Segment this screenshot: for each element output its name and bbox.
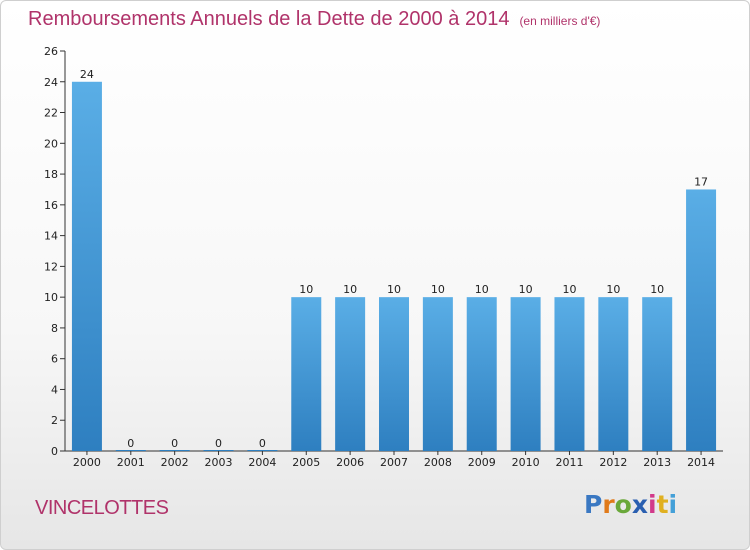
unit-note: (en milliers d'€) bbox=[519, 14, 601, 28]
bar bbox=[335, 297, 366, 451]
bar bbox=[510, 297, 541, 451]
x-tick-label: 2001 bbox=[117, 456, 145, 469]
logo-letter: i bbox=[668, 490, 678, 519]
value-label: 10 bbox=[650, 283, 664, 296]
chart-title: Remboursements Annuels de la Dette de 20… bbox=[28, 8, 600, 31]
value-label: 0 bbox=[215, 437, 222, 450]
value-label: 10 bbox=[343, 283, 357, 296]
value-label: 10 bbox=[299, 283, 313, 296]
x-tick-label: 2013 bbox=[643, 456, 671, 469]
x-tick-label: 2003 bbox=[205, 456, 233, 469]
x-tick-label: 2011 bbox=[555, 456, 583, 469]
y-tick-label: 26 bbox=[44, 45, 58, 58]
y-tick-label: 18 bbox=[44, 168, 58, 181]
x-tick-label: 2010 bbox=[512, 456, 540, 469]
x-tick-label: 2005 bbox=[292, 456, 320, 469]
value-label: 24 bbox=[80, 68, 94, 81]
x-tick-label: 2002 bbox=[161, 456, 189, 469]
y-tick-label: 6 bbox=[51, 353, 58, 366]
y-tick-label: 8 bbox=[51, 322, 58, 335]
value-label: 10 bbox=[562, 283, 576, 296]
chart-title-text: Remboursements Annuels de la Dette de 20… bbox=[28, 8, 510, 30]
logo-letter: t bbox=[656, 490, 669, 519]
bar bbox=[598, 297, 629, 451]
logo-letter: r bbox=[602, 490, 615, 519]
x-tick-label: 2007 bbox=[380, 456, 408, 469]
x-tick-label: 2008 bbox=[424, 456, 452, 469]
y-tick-label: 2 bbox=[51, 414, 58, 427]
bar bbox=[466, 297, 497, 451]
logo-letter: i bbox=[648, 490, 657, 519]
value-label: 17 bbox=[694, 175, 708, 188]
value-label: 0 bbox=[259, 437, 266, 450]
y-tick-label: 16 bbox=[44, 199, 58, 212]
bar bbox=[291, 297, 322, 451]
y-tick-label: 14 bbox=[44, 230, 58, 243]
value-label: 10 bbox=[519, 283, 533, 296]
value-label: 10 bbox=[475, 283, 489, 296]
y-tick-label: 0 bbox=[51, 445, 58, 458]
logo-letter: P bbox=[584, 490, 603, 519]
x-tick-label: 2000 bbox=[73, 456, 101, 469]
logo-letter: o bbox=[614, 490, 632, 519]
bar bbox=[686, 189, 717, 451]
bar bbox=[642, 297, 673, 451]
bar bbox=[554, 297, 585, 451]
bar bbox=[379, 297, 409, 451]
x-tick-label: 2004 bbox=[248, 456, 276, 469]
y-tick-label: 22 bbox=[44, 107, 58, 120]
value-label: 10 bbox=[606, 283, 620, 296]
x-tick-label: 2009 bbox=[468, 456, 496, 469]
logo-letter: x bbox=[631, 490, 648, 519]
bar bbox=[71, 81, 102, 452]
proxiti-logo: Proxiti bbox=[584, 490, 677, 519]
commune-name: VINCELOTTES bbox=[35, 497, 169, 519]
x-tick-label: 2014 bbox=[687, 456, 715, 469]
bar bbox=[422, 297, 453, 451]
value-label: 0 bbox=[171, 437, 178, 450]
value-label: 10 bbox=[387, 283, 401, 296]
y-tick-label: 12 bbox=[44, 260, 58, 273]
y-tick-label: 20 bbox=[44, 137, 58, 150]
y-tick-label: 10 bbox=[44, 291, 58, 304]
y-tick-label: 4 bbox=[51, 383, 58, 396]
value-label: 0 bbox=[127, 437, 134, 450]
x-tick-label: 2006 bbox=[336, 456, 364, 469]
x-tick-label: 2012 bbox=[599, 456, 627, 469]
value-label: 10 bbox=[431, 283, 445, 296]
y-tick-label: 24 bbox=[44, 76, 58, 89]
